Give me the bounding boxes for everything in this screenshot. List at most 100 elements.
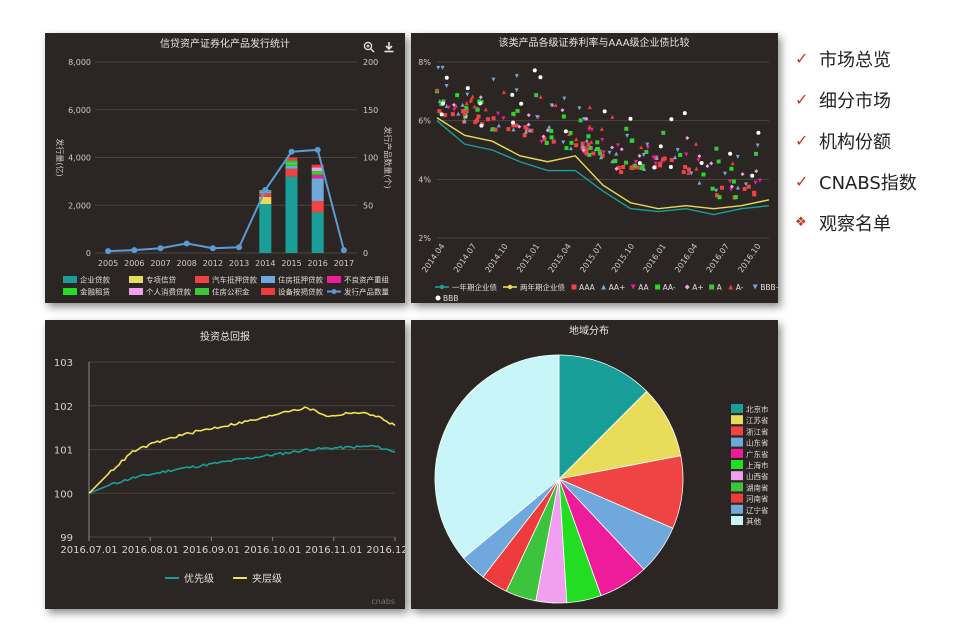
scatter-point [675, 148, 680, 153]
scatter-point [729, 184, 734, 189]
legend-swatch [731, 504, 743, 514]
menu-item-segments[interactable]: ✓ 细分市场 [795, 79, 955, 120]
legend-label: 夹层级 [252, 572, 282, 585]
legend-swatch [507, 284, 513, 290]
scatter-point [514, 88, 519, 93]
scatter-point [641, 152, 646, 157]
scatter-point [740, 172, 745, 177]
menu-item-label: 机构份额 [819, 131, 891, 153]
scatter-point [678, 152, 683, 157]
y-tick-label: 4% [418, 175, 431, 184]
scatter-point [506, 127, 511, 132]
scatter-point [469, 96, 474, 101]
bar-segment [285, 168, 298, 177]
scatter-point [630, 165, 635, 170]
scatter-point [549, 129, 554, 134]
scatter-point [560, 108, 565, 113]
legend-label: 上海市 [746, 460, 769, 470]
legend-label: 浙江省 [746, 426, 769, 436]
bar-segment [285, 176, 298, 253]
scatter-point [436, 65, 441, 70]
menu-item-watchlist[interactable]: ❖ 观察名单 [795, 202, 955, 243]
count-line [108, 148, 345, 253]
y-tick-label: 6,000 [68, 106, 91, 115]
download-icon[interactable] [383, 41, 395, 53]
watermark: cnabs [371, 597, 395, 606]
y2-tick-label: 150 [363, 106, 378, 115]
legend-swatch [731, 415, 743, 425]
scatter-point [461, 108, 466, 113]
scatter-point [551, 139, 556, 144]
legend-label: 专项信贷 [146, 275, 176, 285]
menu-item-institution-share[interactable]: ✓ 机构份额 [795, 120, 955, 161]
scatter-point [475, 118, 480, 123]
legend-label: 辽宁省 [746, 505, 769, 515]
scatter-point [590, 127, 595, 132]
scatter-point [619, 147, 624, 152]
x-tick-label: 2007 [150, 259, 170, 268]
scatter-point [714, 193, 719, 198]
scatter-point [519, 101, 524, 106]
pie-slice [558, 354, 648, 480]
scatter-point [613, 159, 618, 164]
scatter-point [610, 114, 615, 119]
x-tick-label: 2016.11.01 [305, 545, 362, 556]
regional-distribution-panel: 地域分布 北京市 江苏省 浙江省 山东省 广东省 上海市 山西省 湖南省 河南省 辽宁省 其他 [411, 320, 778, 609]
scatter-point [729, 166, 734, 171]
return-line [88, 406, 396, 494]
scatter-point [456, 111, 461, 116]
scatter-point [661, 130, 666, 135]
scatter-point [637, 153, 642, 158]
y-tick-label: 103 [54, 358, 73, 369]
scatter-point [441, 99, 446, 104]
scatter-point [602, 109, 607, 114]
scatter-point [517, 124, 522, 129]
scatter-point [437, 109, 442, 114]
side-menu: ✓ 市场总览 ✓ 细分市场 ✓ 机构份额 ✓ CNABS指数 ❖ 观察名单 [795, 38, 955, 243]
legend-label: 一年期企业债 [452, 282, 497, 292]
chart-title: 地域分布 [569, 324, 609, 337]
scatter-point [478, 101, 483, 106]
x-tick-label: 2016.10 [736, 242, 762, 274]
legend-swatch [601, 284, 607, 290]
legend-label: 山西省 [746, 471, 769, 481]
scatter-point [610, 145, 615, 150]
legend-swatch [327, 276, 341, 283]
scatter-point [730, 161, 735, 166]
zoom-icon[interactable] [363, 41, 375, 53]
scatter-point [567, 131, 572, 136]
scatter-point [435, 87, 440, 92]
legend-swatch [731, 448, 743, 458]
x-tick-label: 2015.04 [547, 242, 573, 274]
scatter-point [669, 117, 674, 122]
scatter-point [545, 128, 550, 133]
scatter-point [668, 164, 673, 169]
bar-segment [259, 193, 272, 197]
legend-label: A- [736, 283, 744, 292]
y-axis-title: 发行量(亿) [55, 138, 65, 176]
scatter-point [686, 170, 691, 175]
menu-item-market-overview[interactable]: ✓ 市场总览 [795, 38, 955, 79]
scatter-point [549, 135, 554, 140]
y-tick-label: 2,000 [68, 201, 91, 210]
scatter-point [511, 120, 516, 125]
menu-item-cnabs-index[interactable]: ✓ CNABS指数 [795, 161, 955, 202]
scatter-point [600, 138, 605, 143]
scatter-point [490, 127, 495, 132]
scatter-point [639, 145, 644, 150]
scatter-point [729, 187, 734, 192]
legend-swatch [709, 284, 715, 290]
legend-swatch [571, 284, 577, 290]
total-return-panel: 投资总回报 103 102 101 100 99 2016.07.01 2016.08.01 2… [45, 320, 405, 609]
bar-segment [285, 162, 298, 164]
scatter-point [716, 159, 721, 164]
y2-tick-label: 100 [363, 154, 378, 163]
y-tick-label: 100 [54, 489, 73, 500]
scatter-point [654, 156, 659, 161]
scatter-point [464, 105, 469, 110]
scatter-point [493, 127, 498, 132]
scatter-point [685, 135, 690, 140]
scatter-point [580, 144, 585, 149]
